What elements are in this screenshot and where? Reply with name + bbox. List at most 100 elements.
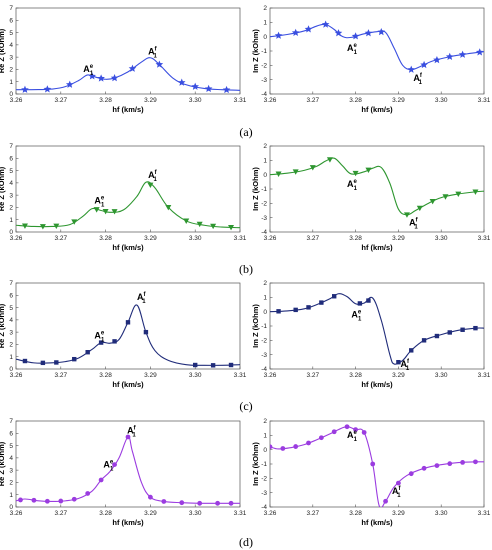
x-tick-label: 3.28 bbox=[349, 510, 362, 517]
y-tick-label: 2 bbox=[263, 418, 267, 425]
peak-annotation: Af 1 bbox=[409, 218, 419, 231]
data-point-marker bbox=[473, 459, 478, 465]
y-tick-label: 2 bbox=[9, 480, 13, 487]
y-tick-label: 7 bbox=[9, 418, 13, 425]
x-tick-label: 3.28 bbox=[99, 372, 112, 379]
data-point-marker bbox=[54, 360, 59, 365]
data-point-marker bbox=[196, 221, 203, 228]
peak-annotation: Ae 1 bbox=[83, 64, 94, 77]
data-point-marker bbox=[331, 429, 337, 435]
x-tick-label: 3.27 bbox=[54, 510, 67, 517]
y-tick-label: 7 bbox=[9, 143, 13, 150]
series-line bbox=[16, 57, 240, 91]
y-tick-label: 2 bbox=[263, 280, 267, 287]
annotation-sup: e bbox=[358, 309, 362, 315]
x-tick-label: 3.28 bbox=[99, 510, 112, 517]
y-tick-label: 1 bbox=[9, 79, 13, 86]
data-point-marker bbox=[292, 169, 299, 175]
series-line bbox=[270, 23, 484, 71]
y-tick-label: 5 bbox=[9, 305, 13, 312]
data-point-marker bbox=[334, 29, 343, 37]
annotation-sup: f bbox=[416, 218, 419, 224]
annotation-base: A bbox=[347, 43, 354, 53]
x-tick-label: 3.30 bbox=[435, 372, 448, 379]
y-tick-label: 0 bbox=[9, 91, 13, 98]
plot-area bbox=[270, 157, 484, 218]
annotation-sub: 1 bbox=[414, 225, 418, 231]
x-tick-label: 3.31 bbox=[234, 235, 247, 242]
x-tick-label: 3.30 bbox=[189, 97, 202, 104]
chart-panel-b-left: 3.26 3.27 3.28 3.29 3.30 3.31 0 1 2 3 4 5 6 7 hf (km/s… bbox=[0, 143, 247, 252]
data-point-marker bbox=[472, 189, 479, 195]
annotation-base: A bbox=[148, 170, 155, 180]
x-tick-label: 3.29 bbox=[392, 372, 405, 379]
data-point-marker bbox=[409, 348, 414, 353]
peak-annotation: Af 1 bbox=[137, 292, 147, 305]
plot-area bbox=[16, 181, 240, 231]
x-tick-label: 3.27 bbox=[306, 97, 319, 104]
x-tick-label: 3.31 bbox=[478, 97, 491, 104]
y-axis-label: Re Z (kOhm) bbox=[0, 28, 6, 73]
data-point-marker bbox=[434, 333, 440, 339]
data-point-marker bbox=[293, 307, 298, 313]
series-line bbox=[270, 157, 484, 216]
data-point-marker bbox=[475, 48, 484, 56]
annotation-base: A bbox=[392, 486, 399, 496]
data-point-marker bbox=[21, 85, 29, 93]
annotation-sub: 1 bbox=[153, 54, 157, 60]
annotation-base: A bbox=[83, 64, 90, 74]
data-point-marker bbox=[71, 219, 78, 225]
peak-annotation: Af 1 bbox=[127, 425, 137, 438]
data-point-marker bbox=[275, 171, 282, 177]
annotation-sub: 1 bbox=[397, 493, 401, 499]
data-point-marker bbox=[18, 497, 23, 503]
x-tick-label: 3.27 bbox=[54, 97, 67, 104]
data-point-marker bbox=[420, 60, 428, 69]
data-point-marker bbox=[421, 338, 427, 343]
data-point-marker bbox=[293, 444, 299, 449]
data-point-marker bbox=[210, 363, 216, 368]
annotation-sub: 1 bbox=[101, 337, 105, 343]
y-tick-label: 4 bbox=[9, 180, 13, 187]
peak-annotation: Ae 1 bbox=[94, 330, 105, 343]
x-tick-label: 3.26 bbox=[10, 372, 23, 379]
plot-frame bbox=[15, 282, 241, 370]
row-label: (c) bbox=[239, 399, 252, 413]
peak-annotation: Ae 1 bbox=[94, 196, 105, 209]
x-tick-label: 3.29 bbox=[144, 510, 157, 517]
plot-area bbox=[270, 424, 484, 507]
peak-annotation: Af 1 bbox=[401, 359, 411, 372]
y-tick-label: 6 bbox=[9, 155, 13, 162]
data-point-marker bbox=[125, 320, 131, 325]
x-tick-label: 3.31 bbox=[234, 97, 247, 104]
y-tick-label: -4 bbox=[261, 229, 267, 236]
peak-annotation: Ae 1 bbox=[103, 460, 114, 473]
y-tick-label: 0 bbox=[9, 366, 13, 373]
data-point-marker bbox=[396, 480, 401, 486]
y-tick-label: 7 bbox=[9, 280, 13, 287]
annotation-sup: f bbox=[155, 47, 158, 53]
y-tick-label: 7 bbox=[9, 5, 13, 12]
annotation-sup: e bbox=[101, 330, 105, 336]
x-tick-label: 3.29 bbox=[144, 97, 157, 104]
x-tick-label: 3.26 bbox=[264, 97, 277, 104]
annotation-sub: 1 bbox=[101, 203, 105, 209]
annotation-base: A bbox=[409, 218, 416, 228]
y-tick-label: 5 bbox=[9, 30, 13, 37]
annotation-sup: f bbox=[155, 170, 158, 176]
chart-panel-c-left: 3.26 3.27 3.28 3.29 3.30 3.31 0 1 2 3 4 5 6 7 hf (km/s… bbox=[0, 280, 247, 389]
data-point-marker bbox=[85, 491, 91, 496]
data-point-marker bbox=[210, 223, 217, 230]
chart-panel-d-left: 3.26 3.27 3.28 3.29 3.30 3.31 0 1 2 3 4 5 6 7 hf (km/s… bbox=[0, 418, 247, 527]
data-point-marker bbox=[332, 294, 337, 299]
y-axis-label: Re Z (kOhm) bbox=[0, 166, 6, 211]
chart-panel-a-right: 3.26 3.27 3.28 3.29 3.30 3.31 -4 -3 -2 -1 0 1 2 hf (k… bbox=[251, 5, 491, 114]
data-point-marker bbox=[429, 199, 436, 205]
data-point-marker bbox=[110, 74, 119, 82]
y-tick-label: -2 bbox=[261, 201, 267, 208]
data-point-marker bbox=[204, 84, 213, 93]
data-point-marker bbox=[416, 205, 423, 212]
data-point-marker bbox=[280, 446, 286, 451]
data-point-marker bbox=[228, 500, 234, 506]
y-tick-label: 0 bbox=[9, 229, 13, 236]
